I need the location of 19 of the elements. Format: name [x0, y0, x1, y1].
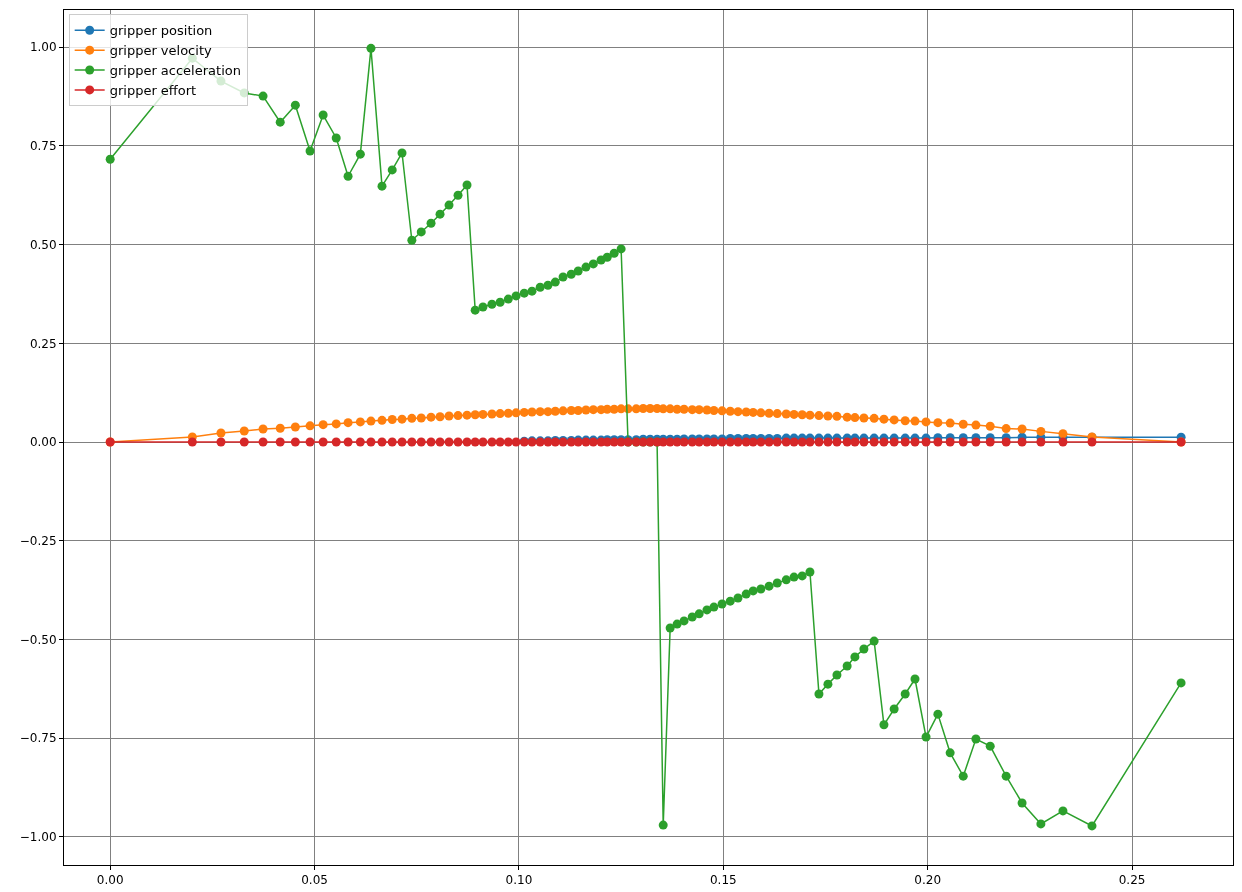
- legend-label: gripper velocity: [109, 43, 212, 59]
- y-tick-label: −0.50: [19, 632, 57, 647]
- legend-label: gripper acceleration: [109, 63, 241, 79]
- x-tick-label: 0.00: [96, 873, 124, 888]
- x-tick-label: 0.15: [709, 873, 737, 888]
- y-tick-label: 0.75: [29, 139, 57, 154]
- legend-label: gripper position: [109, 23, 213, 39]
- y-tick-label: 0.00: [29, 435, 57, 450]
- y-tick-label: 0.25: [29, 336, 57, 351]
- y-tick-label: 1.00: [29, 40, 57, 55]
- x-tick-label: 0.10: [505, 873, 533, 888]
- y-tick-label: 0.50: [29, 237, 57, 252]
- x-tick-label: 0.20: [914, 873, 942, 888]
- y-tick-label: −1.00: [19, 830, 57, 845]
- x-tick-label: 0.05: [301, 873, 328, 888]
- y-tick-label: −0.75: [19, 731, 57, 746]
- legend-label: gripper effort: [109, 83, 197, 98]
- x-tick-label: 0.25: [1118, 873, 1146, 888]
- y-tick-label: −0.25: [19, 533, 57, 548]
